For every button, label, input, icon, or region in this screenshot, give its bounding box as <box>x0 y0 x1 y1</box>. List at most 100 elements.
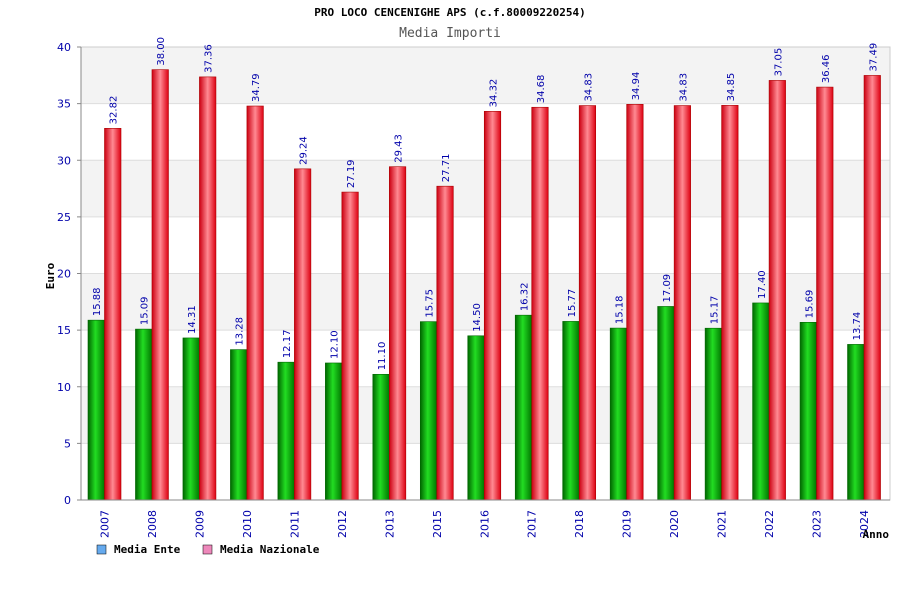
value-label-ente: 15.88 <box>92 288 103 317</box>
y-tick-label: 35 <box>57 98 71 111</box>
value-label-nazionale: 38.00 <box>156 37 167 66</box>
value-label-ente: 15.18 <box>614 295 625 324</box>
value-label-ente: 16.32 <box>519 283 530 312</box>
bar-media-nazionale <box>531 106 549 501</box>
y-tick-label: 5 <box>64 437 71 450</box>
legend-label-nazionale: Media Nazionale <box>220 543 320 556</box>
bar-media-nazionale <box>863 75 881 501</box>
y-tick-label: 30 <box>57 154 71 167</box>
y-axis: 0 5 10 15 20 25 30 35 40 <box>57 41 82 507</box>
bar-media-nazionale <box>151 69 169 501</box>
value-label-nazionale: 37.36 <box>204 44 215 73</box>
bar-media-ente <box>847 344 865 501</box>
value-label-ente: 15.09 <box>140 296 151 325</box>
x-tick-label: 2018 <box>573 510 586 538</box>
value-label-ente: 15.17 <box>709 296 720 325</box>
bar-media-ente <box>419 321 438 501</box>
bar-media-nazionale <box>816 86 834 501</box>
chart-title: PRO LOCO CENCENIGHE APS (c.f.80009220254… <box>314 6 586 19</box>
value-label-ente: 12.10 <box>330 330 341 359</box>
value-label-ente: 12.17 <box>282 330 293 359</box>
x-tick-label: 2008 <box>146 510 159 538</box>
y-tick-label: 20 <box>57 268 71 281</box>
value-label-nazionale: 34.94 <box>631 72 642 101</box>
value-label-nazionale: 34.83 <box>678 73 689 102</box>
value-label-ente: 13.74 <box>852 312 863 341</box>
value-label-ente: 17.40 <box>757 270 768 299</box>
legend-swatch-nazionale <box>202 544 213 555</box>
chart-subtitle: Media Importi <box>399 26 501 41</box>
bar-media-ente <box>182 337 200 501</box>
x-tick-label: 2023 <box>811 510 824 538</box>
bar-media-ente <box>467 335 485 501</box>
x-tick-label: 2010 <box>241 510 254 538</box>
y-tick-label: 40 <box>57 41 71 54</box>
value-label-ente: 14.50 <box>472 303 483 332</box>
value-label-nazionale: 37.05 <box>773 48 784 77</box>
x-tick-label: 2024 <box>858 510 871 538</box>
value-label-ente: 15.77 <box>567 289 578 318</box>
bar-media-ente <box>230 349 248 501</box>
bar-media-ente <box>752 302 770 501</box>
x-tick-label: 2017 <box>526 510 539 538</box>
bar-media-ente <box>87 319 105 501</box>
y-tick-label: 0 <box>64 494 71 507</box>
x-axis-label: Anno <box>863 528 890 541</box>
bar-media-ente <box>799 322 817 501</box>
bar-media-ente <box>609 327 627 501</box>
legend: Media Ente Media Nazionale <box>96 543 320 556</box>
x-tick-label: 2007 <box>99 510 112 538</box>
bar-media-nazionale <box>389 166 407 501</box>
bar-media-ente <box>514 314 533 501</box>
value-label-nazionale: 29.43 <box>394 134 405 163</box>
bar-media-ente <box>135 328 153 501</box>
legend-label-ente: Media Ente <box>114 543 181 556</box>
y-tick-label: 15 <box>57 324 71 337</box>
bar-media-ente <box>325 362 343 501</box>
legend-swatch-ente <box>96 544 107 555</box>
value-label-nazionale: 27.19 <box>346 159 357 188</box>
x-tick-label: 2012 <box>336 510 349 538</box>
bar-media-ente <box>277 361 295 501</box>
x-tick-label: 2011 <box>288 510 301 538</box>
value-label-nazionale: 34.32 <box>489 79 500 108</box>
bar-media-nazionale <box>104 128 122 501</box>
x-tick-label: 2019 <box>621 510 634 538</box>
value-label-ente: 15.69 <box>804 290 815 319</box>
bar-media-nazionale <box>199 76 217 501</box>
value-label-ente: 15.75 <box>425 289 436 318</box>
x-axis: 2007 2008 2009 2010 2011 2012 2013 2015 2016 2017… <box>81 499 890 538</box>
bar-media-nazionale <box>246 105 264 501</box>
bars-group: 15.88 32.82 15.09 38.00 14.31 37.36 13.28 34.79… <box>87 37 881 501</box>
x-tick-label: 2009 <box>193 510 206 538</box>
y-tick-label: 25 <box>57 211 71 224</box>
x-tick-label: 2015 <box>431 510 444 538</box>
bar-media-ente <box>372 373 390 501</box>
x-tick-label: 2020 <box>668 510 681 538</box>
x-tick-label: 2022 <box>763 510 776 538</box>
bar-media-ente <box>657 306 675 501</box>
bar-media-nazionale <box>483 111 502 501</box>
x-tick-label: 2016 <box>478 510 491 538</box>
value-label-nazionale: 29.24 <box>299 136 310 165</box>
y-axis-label: Euro <box>44 262 57 289</box>
value-label-nazionale: 34.68 <box>536 75 547 104</box>
bar-media-nazionale <box>768 80 786 501</box>
bar-media-nazionale <box>294 168 312 501</box>
value-label-nazionale: 34.79 <box>251 73 262 102</box>
bar-media-nazionale <box>626 104 644 501</box>
x-tick-label: 2013 <box>383 510 396 538</box>
value-label-ente: 13.28 <box>235 317 246 346</box>
bar-media-nazionale <box>436 185 454 501</box>
bar-media-ente <box>562 321 580 501</box>
value-label-ente: 11.10 <box>377 342 388 371</box>
bar-media-nazionale <box>721 105 739 501</box>
value-label-nazionale: 34.83 <box>583 73 594 102</box>
bar-media-nazionale <box>673 105 691 501</box>
value-label-nazionale: 27.71 <box>441 154 452 183</box>
value-label-ente: 14.31 <box>187 305 198 334</box>
y-tick-label: 10 <box>57 381 71 394</box>
value-label-nazionale: 36.46 <box>821 54 832 83</box>
value-label-nazionale: 37.49 <box>868 43 879 72</box>
